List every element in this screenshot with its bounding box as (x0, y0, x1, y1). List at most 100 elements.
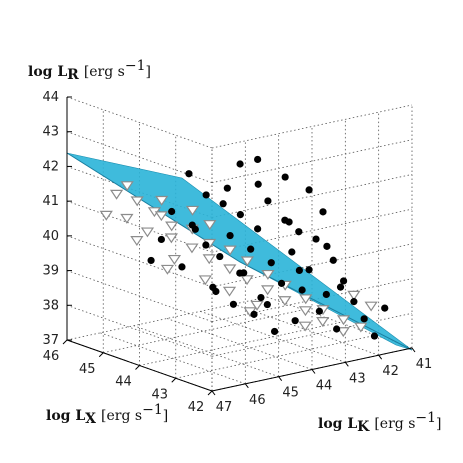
y-tick-mark (244, 383, 249, 389)
y-tick-label: 46 (249, 393, 266, 408)
z-tick-label: 43 (42, 125, 59, 140)
grid-line (200, 310, 346, 363)
circle-point (191, 225, 199, 233)
triangle-point (167, 254, 182, 265)
x-tick-labels: 46 45 44 43 42 (43, 339, 213, 415)
circle-point (178, 263, 186, 271)
circle-point (223, 184, 231, 192)
x-axis-label: log LX [erg s−1] (46, 402, 168, 427)
z-tick-label: 38 (42, 298, 59, 313)
x-tick-mark (207, 390, 213, 396)
circle-point (254, 155, 262, 164)
triangle-point (160, 264, 175, 275)
triangle-point (165, 221, 179, 232)
circle-point (360, 315, 368, 323)
circle-point (267, 259, 275, 267)
triangle-point (120, 213, 134, 224)
y-tick-mark (378, 354, 383, 360)
y-tick-mark (344, 362, 349, 367)
x-tick-mark (62, 339, 68, 345)
circle-point (219, 200, 227, 208)
triangle-point (316, 317, 330, 327)
z-tick-label: 40 (42, 229, 59, 244)
circle-point (315, 307, 323, 315)
circle-point (381, 304, 389, 312)
z-tick-label: 39 (42, 264, 59, 279)
y-tick-mark (311, 369, 316, 374)
circle-point (329, 256, 337, 264)
circle-point (291, 317, 299, 325)
triangle-point (154, 211, 168, 222)
circle-point (250, 310, 258, 318)
triangle-point (298, 306, 313, 317)
circle-point (305, 266, 313, 274)
grid-line (66, 96, 213, 149)
triangle-point (347, 290, 361, 301)
z-tick-label: 44 (42, 90, 59, 105)
circle-point (336, 283, 345, 291)
triangle-point (354, 322, 368, 333)
circle-point (264, 197, 272, 205)
y-tick-mark (411, 347, 416, 353)
y-tick-label: 47 (216, 400, 233, 415)
triangle-point (364, 301, 378, 312)
triangle-point (203, 220, 217, 231)
triangle-point (223, 264, 237, 275)
circle-point (288, 248, 296, 256)
x-tick-mark (171, 377, 177, 383)
circle-point (270, 327, 279, 336)
triangle-point (250, 300, 264, 311)
circle-point (339, 277, 348, 285)
fit-plane-surface (66, 152, 413, 351)
circle-point (202, 241, 210, 249)
y-tick-mark (211, 390, 216, 396)
triangle-point (299, 294, 313, 305)
grid-line (66, 304, 213, 357)
y-tick-mark (278, 376, 283, 381)
y-tick-label: 42 (382, 364, 399, 379)
data-points (99, 155, 389, 340)
circle-point (257, 293, 265, 302)
triangle-point (198, 275, 212, 286)
triangle-point (164, 233, 178, 244)
triangle-point (240, 275, 254, 286)
circle-point (295, 228, 303, 236)
triangle-point (109, 189, 124, 200)
y-axis-label: log LK [erg s−1] (318, 410, 442, 435)
triangle-point (99, 210, 113, 221)
circle-point (370, 332, 379, 340)
x-tick-label: 46 (43, 349, 60, 364)
circle-point (322, 290, 330, 299)
x-tick-mark (135, 365, 140, 370)
circle-point (216, 252, 224, 261)
circle-point (277, 279, 286, 287)
circle-point (147, 256, 155, 265)
triangle-point (223, 245, 237, 256)
triangle-point (202, 254, 216, 265)
circle-point (305, 186, 313, 194)
grid-line (175, 334, 376, 379)
circle-point (236, 160, 244, 168)
circle-point (236, 210, 244, 219)
circle-point (295, 266, 303, 275)
triangle-point (155, 195, 169, 206)
circle-point (247, 245, 255, 253)
y-tick-label: 45 (282, 386, 299, 401)
y-tick-labels: 47 46 45 44 43 42 41 (211, 347, 432, 415)
circle-point (350, 298, 358, 306)
fit-plane (66, 152, 413, 351)
z-tick-labels: 44 43 42 41 40 39 38 37 (42, 90, 72, 348)
circle-point (254, 225, 262, 233)
z-tick-label: 42 (42, 159, 59, 174)
z-axis-label: log LR [erg s−1] (28, 58, 151, 83)
y-tick-label: 43 (349, 371, 366, 386)
triangle-point (130, 236, 144, 246)
triangle-point (298, 321, 312, 332)
triangle-point (140, 227, 155, 238)
fit-plane-ridge (66, 152, 413, 351)
x-tick-label: 44 (115, 375, 132, 390)
circle-point (236, 269, 244, 277)
triangle-point (185, 243, 199, 254)
grid-line (133, 325, 279, 378)
